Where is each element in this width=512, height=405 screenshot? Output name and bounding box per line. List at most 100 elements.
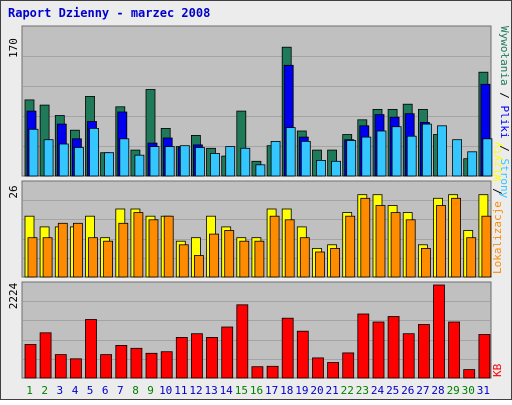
bar-bottom-KB-day-30 xyxy=(463,369,476,379)
bar-middle-Lokalizacje-day-9 xyxy=(148,219,159,278)
bar-middle-Lokalizacje-day-21 xyxy=(330,247,341,278)
chart-panels xyxy=(21,25,493,379)
bar-bottom-KB-day-14 xyxy=(221,326,234,379)
bar-bottom-KB-day-19 xyxy=(296,330,309,379)
panel-bottom xyxy=(21,281,492,379)
legend-sites: Lokalizacje xyxy=(491,201,504,274)
day-label: 10 xyxy=(159,384,172,397)
day-label: 20 xyxy=(310,384,323,397)
bar-bottom-KB-day-29 xyxy=(448,321,461,379)
bar-top-Strony-day-2 xyxy=(43,139,54,177)
bar-middle-Lokalizacje-day-29 xyxy=(451,197,462,278)
bar-middle-Lokalizacje-day-6 xyxy=(103,240,113,278)
day-label: 28 xyxy=(431,384,444,397)
bar-middle-Lokalizacje-day-24 xyxy=(375,205,386,278)
bar-top-Strony-day-27 xyxy=(421,123,432,177)
legend-hits: Wywołania xyxy=(498,26,511,86)
day-label: 15 xyxy=(235,384,248,397)
top-legend: Wywołania / Pliki / Strony xyxy=(498,26,511,199)
day-label: 14 xyxy=(220,384,234,397)
bar-top-Strony-day-28 xyxy=(437,125,447,177)
day-label: 9 xyxy=(147,384,154,397)
bar-top-Strony-day-8 xyxy=(134,154,145,177)
bar-bottom-KB-day-23 xyxy=(357,313,370,379)
bar-bottom-KB-day-11 xyxy=(175,336,188,379)
bar-middle-Lokalizacje-day-28 xyxy=(436,205,446,278)
bar-top-Strony-day-25 xyxy=(391,126,402,177)
bar-top-Strony-day-6 xyxy=(104,152,114,177)
bar-top-Strony-day-30 xyxy=(467,151,478,177)
bar-middle-Lokalizacje-day-8 xyxy=(133,212,144,278)
bar-top-Strony-day-19 xyxy=(300,140,311,177)
bar-top-Strony-day-29 xyxy=(452,139,463,177)
bar-bottom-KB-day-13 xyxy=(206,336,218,379)
bar-middle-Lokalizacje-day-5 xyxy=(88,237,98,278)
bar-bottom-KB-day-31 xyxy=(478,334,491,379)
day-label: 6 xyxy=(102,384,109,397)
bar-middle-Lokalizacje-day-12 xyxy=(193,255,204,278)
day-label: 1 xyxy=(26,384,33,397)
bar-middle-Lokalizacje-day-13 xyxy=(209,233,219,278)
day-label: 16 xyxy=(250,384,263,397)
day-label: 26 xyxy=(401,384,414,397)
day-label: 4 xyxy=(72,384,79,397)
bar-bottom-KB-day-25 xyxy=(387,316,400,379)
bar-middle-Lokalizacje-day-11 xyxy=(178,244,189,278)
bar-top-Strony-day-26 xyxy=(406,135,417,177)
bar-bottom-KB-day-20 xyxy=(312,357,324,379)
bar-middle-Lokalizacje-day-3 xyxy=(57,222,68,278)
day-label: 24 xyxy=(371,384,385,397)
day-label: 7 xyxy=(117,384,124,397)
day-label: 2 xyxy=(41,384,48,397)
bar-top-Strony-day-13 xyxy=(210,153,220,177)
bar-middle-Lokalizacje-day-4 xyxy=(73,222,83,278)
bar-top-Strony-day-1 xyxy=(28,128,39,177)
bottom-panel-max-label: 2224 xyxy=(7,282,20,309)
bar-middle-Lokalizacje-day-17 xyxy=(269,215,280,278)
bar-top-Strony-day-11 xyxy=(179,145,190,177)
bar-bottom-KB-day-27 xyxy=(417,324,430,379)
day-label: 13 xyxy=(204,384,217,397)
bar-top-Strony-day-22 xyxy=(346,140,357,177)
bar-bottom-KB-day-24 xyxy=(372,321,385,379)
day-label: 8 xyxy=(132,384,139,397)
bar-bottom-KB-day-16 xyxy=(251,366,264,379)
bar-middle-Lokalizacje-day-16 xyxy=(254,240,265,278)
bar-bottom-KB-day-22 xyxy=(342,352,355,379)
bar-middle-Lokalizacje-day-2 xyxy=(42,237,53,278)
day-label: 18 xyxy=(280,384,293,397)
bar-top-Strony-day-24 xyxy=(376,130,387,177)
bar-top-Strony-day-7 xyxy=(119,138,130,177)
bar-top-Strony-day-3 xyxy=(58,143,69,177)
day-label: 30 xyxy=(462,384,475,397)
bar-top-Strony-day-20 xyxy=(316,159,326,177)
day-label: 11 xyxy=(174,384,187,397)
bar-top-Strony-day-10 xyxy=(164,146,175,177)
day-label: 31 xyxy=(477,384,490,397)
bar-top-Strony-day-5 xyxy=(89,127,99,177)
bar-middle-Lokalizacje-day-10 xyxy=(163,215,174,278)
bar-middle-Lokalizacje-day-1 xyxy=(27,237,38,278)
bar-bottom-KB-day-2 xyxy=(39,332,52,379)
bar-middle-Lokalizacje-day-27 xyxy=(420,247,431,278)
bar-top-Strony-day-16 xyxy=(255,164,266,177)
bar-middle-Lokalizacje-day-20 xyxy=(315,251,325,278)
bar-top-Strony-day-17 xyxy=(270,140,281,177)
day-label: 23 xyxy=(356,384,369,397)
bar-middle-Lokalizacje-day-19 xyxy=(299,237,310,278)
bar-bottom-KB-day-28 xyxy=(433,284,445,379)
top-panel-max-label: 170 xyxy=(7,38,20,58)
chart-title: Raport Dzienny - marzec 2008 xyxy=(8,6,210,20)
day-label: 12 xyxy=(189,384,202,397)
bar-bottom-KB-day-26 xyxy=(402,333,415,379)
bar-bottom-KB-day-8 xyxy=(130,347,143,379)
legend-visits: Wizyty xyxy=(491,141,504,181)
day-label: 17 xyxy=(265,384,278,397)
day-label: 29 xyxy=(447,384,460,397)
bar-middle-Lokalizacje-day-23 xyxy=(360,197,371,278)
bar-middle-Lokalizacje-day-14 xyxy=(224,230,235,278)
panel-top xyxy=(21,25,493,177)
bar-bottom-KB-day-15 xyxy=(236,304,249,379)
bar-bottom-KB-day-7 xyxy=(115,344,128,379)
